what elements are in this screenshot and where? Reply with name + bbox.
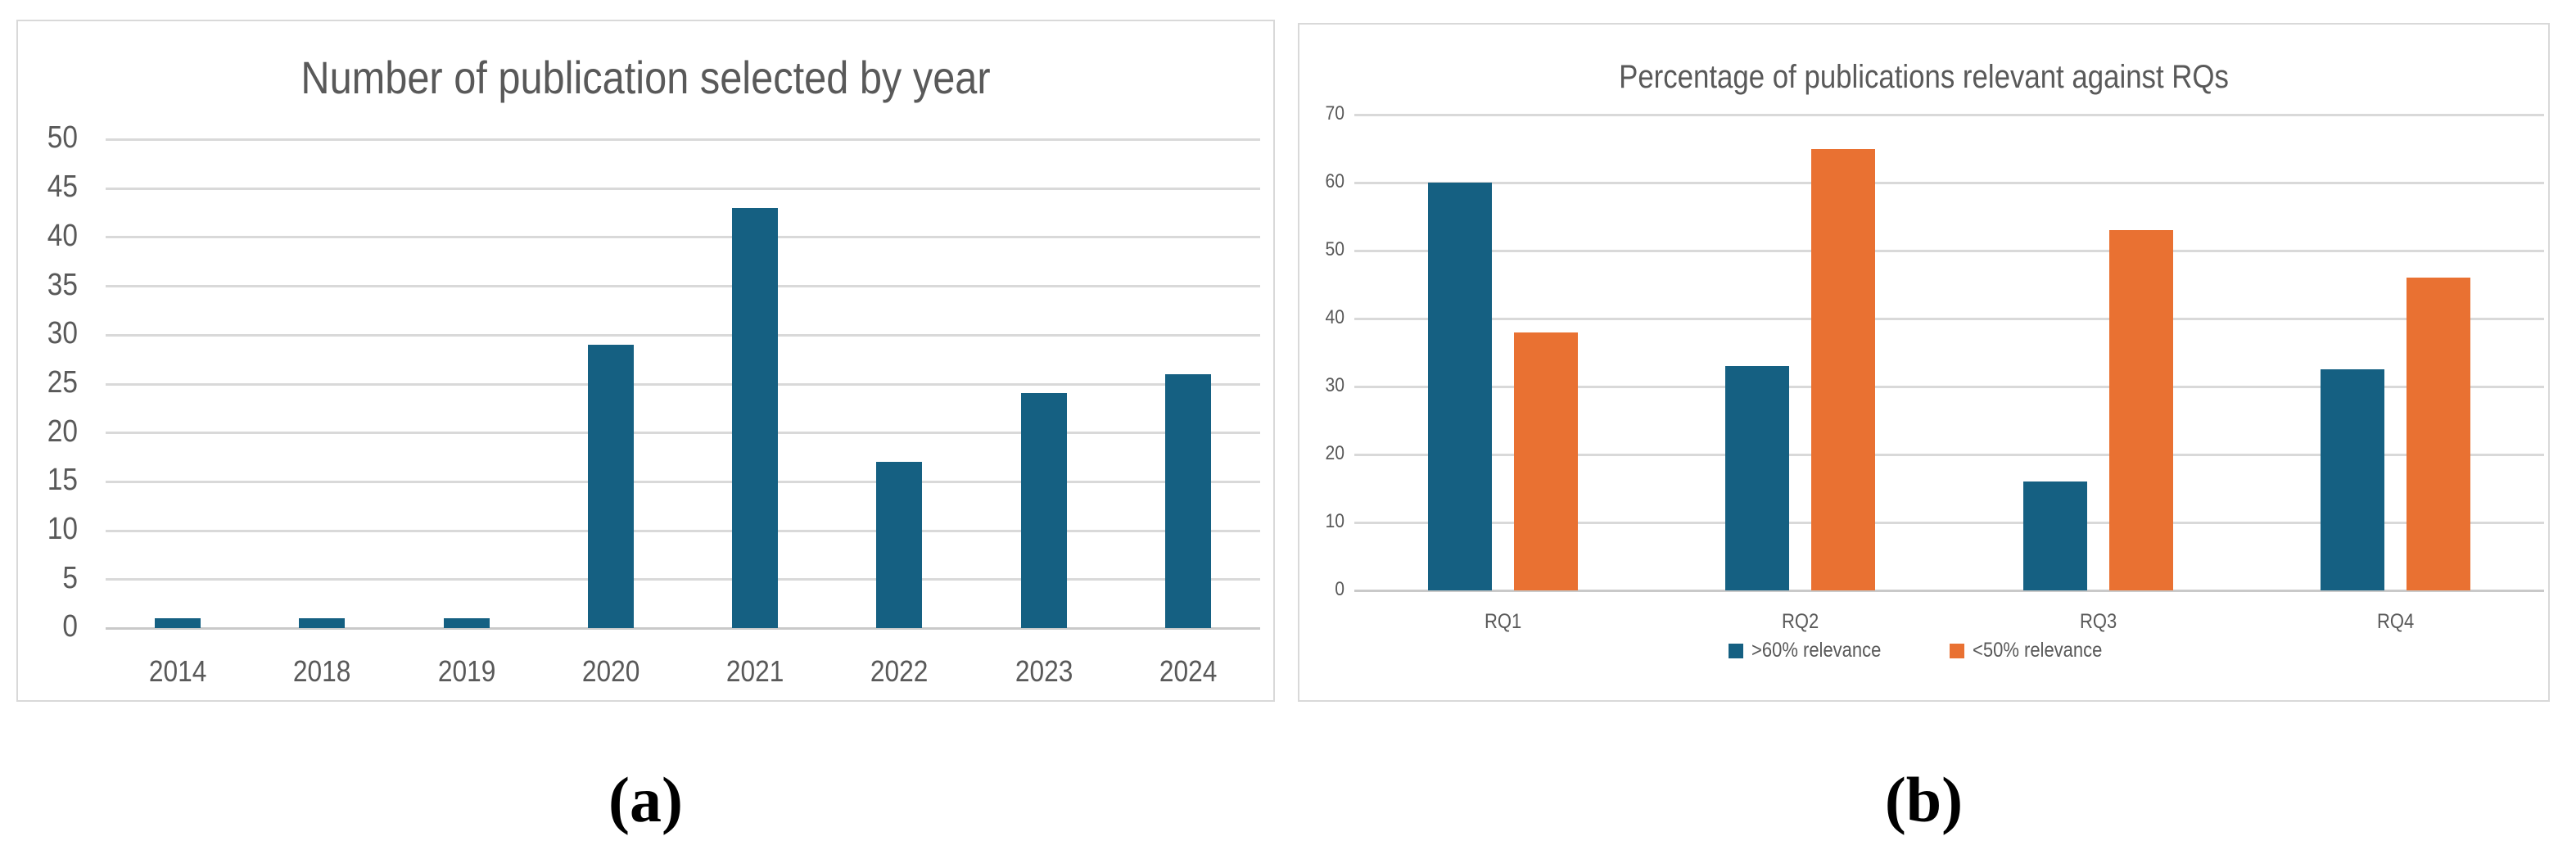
bar-RQ3-series2 [2108,230,2173,590]
chart-a-title: Number of publication selected by year [301,52,991,103]
gridline-35 [106,285,1260,288]
y-axis-tick-45: 45 [47,170,78,205]
bar-RQ1-series1 [1428,183,1493,590]
x-axis-label-2018: 2018 [293,654,351,688]
bar-RQ3-series1 [2022,481,2087,590]
gridline-15 [106,480,1260,483]
legend-label-2: <50% relevance [1972,639,2102,662]
bar-2022 [876,462,923,628]
legend-swatch-2 [1949,643,1964,658]
y-axis-tick-40: 40 [47,218,78,253]
gridline-10 [106,529,1260,532]
y-axis-tick-0: 0 [62,609,78,644]
bar-RQ4-series2 [2406,278,2470,590]
y-axis-tick-60: 60 [1325,170,1344,193]
bar-RQ1-series2 [1514,332,1579,590]
bar-RQ2-series1 [1725,366,1790,590]
x-axis-line [1354,590,2544,592]
gridline-40 [106,236,1260,239]
x-axis-label-2021: 2021 [725,654,784,688]
gridline-60 [1354,182,2544,184]
x-axis-label-2014: 2014 [148,654,207,688]
y-axis-tick-30: 30 [47,316,78,351]
gridline-30 [106,333,1260,337]
y-axis-tick-40: 40 [1325,306,1344,329]
bar-RQ4-series1 [2320,369,2384,590]
x-axis-label-2024: 2024 [1159,654,1218,688]
y-axis-tick-25: 25 [47,364,78,400]
gridline-50 [1354,250,2544,252]
legend-swatch-1 [1728,643,1743,658]
y-axis-tick-30: 30 [1325,374,1344,397]
gridline-40 [1354,318,2544,320]
chart-b-legend: >60% relevance <50% relevance [1299,639,2548,662]
bar-2021 [732,207,779,628]
x-axis-label-RQ3: RQ3 [2079,610,2117,633]
y-axis-tick-20: 20 [1325,442,1344,465]
y-axis-tick-35: 35 [47,267,78,302]
y-axis-tick-15: 15 [47,463,78,498]
bar-2014 [155,618,201,628]
chart-panel-b: Percentage of publications relevant agai… [1298,23,2550,702]
y-axis-tick-50: 50 [1325,238,1344,261]
subfigure-label-a: (a) [608,764,683,835]
x-axis-line [106,627,1260,630]
subfigure-label-b: (b) [1884,764,1964,835]
y-axis-tick-10: 10 [47,512,78,547]
y-axis-tick-10: 10 [1325,510,1344,533]
x-axis-label-2019: 2019 [437,654,495,688]
gridline-5 [106,578,1260,581]
gridline-20 [106,432,1260,435]
chart-b-title: Percentage of publications relevant agai… [1619,59,2229,95]
gridline-20 [1354,454,2544,456]
x-axis-label-2022: 2022 [870,654,929,688]
x-axis-label-RQ2: RQ2 [1782,610,1819,633]
bar-2020 [587,344,634,628]
gridline-70 [1354,114,2544,116]
legend-item-1: >60% relevance [1728,639,1899,662]
legend-item-2: <50% relevance [1949,639,2120,662]
x-axis-label-RQ1: RQ1 [1485,610,1522,633]
x-axis-label-2020: 2020 [581,654,640,688]
gridline-30 [1354,386,2544,388]
gridline-45 [106,187,1260,190]
y-axis-tick-70: 70 [1325,102,1344,125]
y-axis-tick-50: 50 [47,120,78,156]
x-axis-label-RQ4: RQ4 [2376,610,2414,633]
x-axis-label-2023: 2023 [1015,654,1073,688]
y-axis-tick-20: 20 [47,414,78,449]
bar-RQ2-series2 [1811,148,1876,590]
legend-label-1: >60% relevance [1751,639,1881,662]
gridline-50 [106,138,1260,141]
bar-2023 [1020,393,1067,628]
bar-2024 [1164,373,1211,628]
chart-panel-a: Number of publication selected by year 0… [16,20,1275,702]
bar-2018 [299,618,346,628]
y-axis-tick-5: 5 [62,560,78,595]
gridline-25 [106,382,1260,386]
y-axis-tick-0: 0 [1335,578,1344,601]
gridline-10 [1354,522,2544,524]
bar-2019 [443,618,490,628]
